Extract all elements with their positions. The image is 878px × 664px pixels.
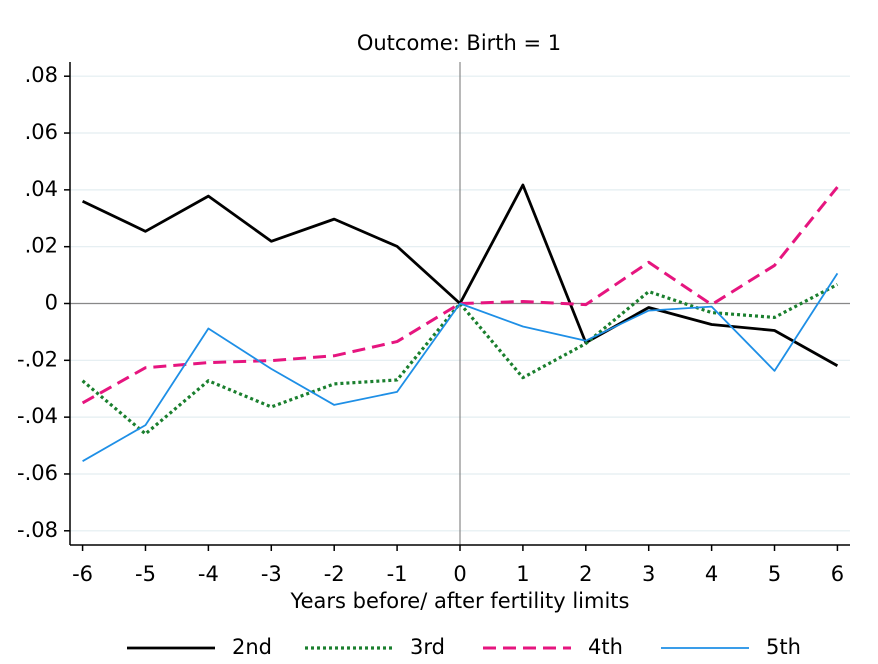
legend-label: 5th <box>766 635 801 659</box>
y-tick-label: .06 <box>25 120 58 144</box>
x-tick-label: 3 <box>642 562 655 586</box>
chart-title: Outcome: Birth = 1 <box>357 31 561 55</box>
x-tick-label: 2 <box>579 562 592 586</box>
y-tick-label: -.08 <box>17 518 58 542</box>
x-tick-label: 0 <box>453 562 466 586</box>
x-tick-label: 5 <box>768 562 781 586</box>
legend-label: 4th <box>588 635 623 659</box>
y-tick-label: -.06 <box>17 461 58 485</box>
x-tick-label: 4 <box>705 562 718 586</box>
legend-label: 3rd <box>410 635 445 659</box>
x-tick-label: -2 <box>324 562 345 586</box>
y-tick-label: .02 <box>25 234 58 258</box>
y-tick-label: 0 <box>45 291 58 315</box>
x-tick-label: -4 <box>198 562 219 586</box>
x-axis-label: Years before/ after fertility limits <box>290 589 630 613</box>
x-tick-label: -5 <box>135 562 156 586</box>
x-tick-label: 1 <box>516 562 529 586</box>
y-tick-label: -.02 <box>17 347 58 371</box>
x-tick-label: -6 <box>72 562 93 586</box>
x-tick-label: -1 <box>387 562 408 586</box>
legend-label: 2nd <box>232 635 272 659</box>
y-tick-label: .08 <box>25 63 58 87</box>
x-tick-label: 6 <box>831 562 844 586</box>
series-line <box>82 272 839 462</box>
series-line <box>81 283 839 436</box>
y-tick-label: .04 <box>25 177 58 201</box>
y-tick-label: -.04 <box>17 404 58 428</box>
x-tick-label: -3 <box>261 562 282 586</box>
